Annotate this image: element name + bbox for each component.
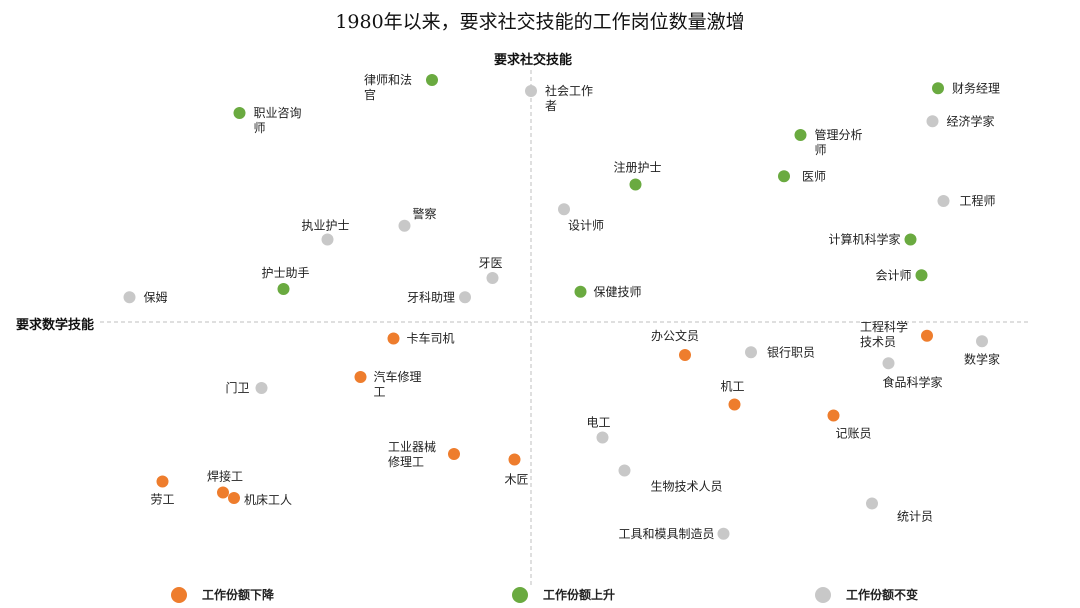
point-same — [596, 431, 609, 444]
point-label: 律师和法官 — [364, 73, 412, 102]
point-up — [574, 285, 587, 298]
point-same — [937, 195, 950, 207]
point-label: 统计员 — [897, 510, 933, 524]
point-up — [904, 233, 917, 246]
point-label: 工业器械修理工 — [388, 439, 436, 469]
point-label: 警察 — [413, 206, 437, 221]
point-label: 经济学家 — [947, 113, 995, 128]
point-label: 机工 — [721, 380, 745, 394]
point-up — [277, 283, 290, 295]
point-label: 生物技术人员 — [651, 480, 723, 494]
point-label: 财务经理 — [952, 80, 1000, 95]
point-same — [866, 497, 878, 510]
point-down — [448, 448, 460, 460]
point-down — [728, 398, 741, 411]
point-label: 牙医 — [479, 256, 503, 270]
point-same — [745, 346, 757, 359]
chart-title: 1980年以来，要求社交技能的工作岗位数量激增 — [335, 11, 744, 33]
point-label: 劳工 — [151, 493, 175, 507]
point-label: 数学家 — [964, 351, 1000, 366]
point-same — [486, 272, 499, 284]
point-label: 门卫 — [226, 380, 250, 395]
legend-marker-same — [815, 587, 831, 603]
legend-marker-down — [171, 587, 187, 603]
point-label: 办公文员 — [651, 328, 699, 343]
point-down — [921, 329, 933, 342]
point-label: 食品科学家 — [883, 374, 943, 389]
point-label: 工程师 — [960, 193, 996, 208]
point-label: 保健技师 — [594, 285, 642, 299]
point-same — [882, 357, 895, 370]
legend-label-down: 工作份额下降 — [202, 587, 275, 602]
legend: 工作份额下降 工作份额上升 工作份额不变 — [171, 587, 918, 603]
point-label: 管理分析师 — [815, 127, 863, 157]
point-label: 机床工人 — [244, 493, 292, 507]
point-same — [717, 527, 730, 540]
point-label: 社会工作者 — [545, 83, 593, 113]
point-up — [426, 74, 438, 86]
y-axis-label: 要求社交技能 — [494, 52, 572, 68]
point-down — [156, 475, 169, 488]
point-label: 工程科学技术员 — [860, 319, 908, 349]
point-label: 护士助手 — [262, 266, 310, 280]
point-same — [558, 203, 570, 216]
legend-label-same: 工作份额不变 — [846, 587, 918, 602]
point-up — [778, 170, 790, 183]
legend-label-up: 工作份额上升 — [543, 587, 615, 602]
point-label: 设计师 — [568, 218, 604, 232]
point-label: 银行职员 — [767, 345, 815, 359]
point-label: 牙科助理 — [407, 290, 455, 304]
point-up — [915, 269, 928, 282]
point-label: 焊接工 — [207, 469, 243, 484]
point-label: 汽车修理工 — [374, 369, 422, 399]
point-down — [508, 453, 521, 466]
point-same — [976, 335, 988, 348]
point-same — [525, 85, 537, 97]
point-down — [387, 332, 400, 345]
point-label: 保姆 — [144, 290, 168, 304]
legend-marker-up — [512, 587, 528, 603]
point-up — [794, 129, 807, 141]
point-down — [217, 486, 229, 499]
point-label: 注册护士 — [614, 160, 662, 175]
point-label: 记账员 — [836, 427, 872, 441]
point-same — [459, 291, 471, 304]
point-same — [255, 382, 268, 394]
point-up — [233, 107, 246, 119]
point-same — [926, 115, 939, 128]
point-label: 电工 — [587, 416, 611, 430]
point-up — [629, 178, 642, 191]
point-down — [354, 371, 367, 383]
point-label: 职业咨询师 — [254, 105, 302, 135]
x-axis-label: 要求数学技能 — [16, 317, 94, 333]
point-label: 计算机科学家 — [829, 232, 901, 247]
point-label: 木匠 — [505, 473, 529, 487]
point-down — [679, 349, 691, 361]
point-label: 卡车司机 — [407, 331, 455, 346]
point-same — [321, 233, 334, 246]
point-up — [932, 82, 944, 95]
point-same — [123, 291, 136, 304]
point-same — [618, 464, 631, 477]
point-down — [228, 492, 240, 504]
point-label: 执业护士 — [302, 219, 350, 233]
point-same — [398, 219, 411, 232]
point-label: 会计师 — [876, 268, 912, 282]
point-label: 医师 — [802, 169, 826, 183]
point-label: 工具和模具制造员 — [619, 527, 715, 541]
point-down — [827, 409, 840, 422]
